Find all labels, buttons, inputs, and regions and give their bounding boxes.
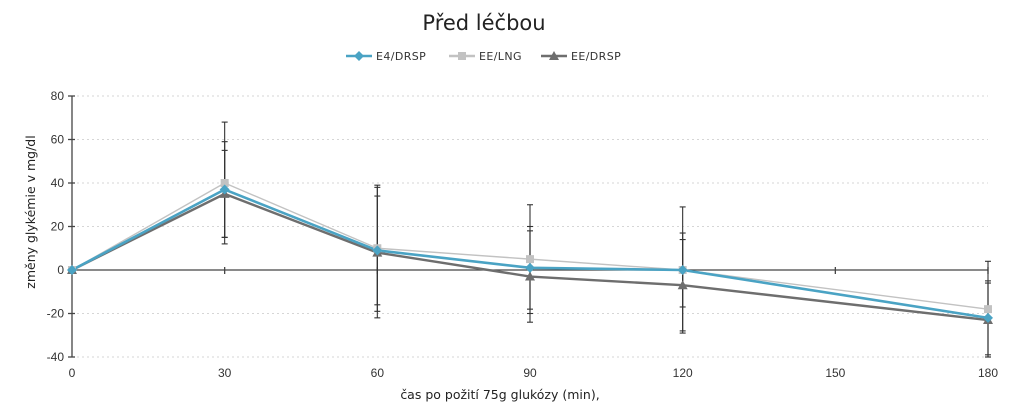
- data-point-e4-drsp: [372, 245, 383, 256]
- data-point-ee-drsp: [525, 271, 535, 281]
- y-tick-label: 20: [51, 220, 65, 234]
- series-lines: [71, 182, 989, 322]
- series-markers: [67, 179, 993, 325]
- y-tick-label: -20: [47, 307, 65, 321]
- data-point-ee-lng: [220, 179, 229, 187]
- x-tick-label: 150: [825, 366, 845, 380]
- y-tick-label: 40: [51, 176, 65, 190]
- legend-item: EE/DRSP: [541, 50, 621, 63]
- x-tick-label: 90: [523, 366, 537, 380]
- series-line-ee-drsp: [71, 192, 989, 322]
- y-tick-label: 80: [51, 89, 65, 103]
- data-point-ee-drsp: [677, 280, 688, 290]
- chart-title: Před léčbou: [422, 11, 545, 35]
- data-point-ee-lng: [526, 255, 534, 264]
- legend-label: EE/DRSP: [571, 50, 621, 63]
- data-point-e4-drsp: [983, 312, 993, 323]
- data-point-e4-drsp: [525, 262, 535, 273]
- x-axis-label: čas po požití 75g glukózy (min),: [400, 387, 599, 402]
- y-tick-label: 0: [57, 263, 64, 277]
- x-tick-label: 120: [673, 366, 693, 380]
- y-axis-label: změny glykémie v mg/dl: [23, 135, 38, 288]
- legend-label: EE/LNG: [479, 50, 522, 63]
- x-tick-label: 30: [218, 366, 232, 380]
- legend-swatch-marker: [354, 51, 364, 61]
- legend-label: E4/DRSP: [376, 50, 426, 63]
- x-tick-label: 60: [371, 366, 385, 380]
- x-tick-label: 180: [978, 366, 998, 380]
- tick-labels: -40 -20 0 20 40 60 80 0 30 60 90 120 150 180: [47, 89, 999, 380]
- data-point-e4-drsp: [677, 265, 688, 275]
- legend-item: EE/LNG: [449, 50, 522, 63]
- y-tick-label: 60: [51, 133, 65, 147]
- data-point-ee-lng: [984, 305, 992, 314]
- legend-swatch-marker: [549, 51, 559, 60]
- data-point-e4-drsp: [219, 184, 230, 195]
- data-point-e4-drsp: [67, 265, 77, 275]
- legend-swatch-marker: [458, 52, 466, 60]
- series-line-ee-lng: [71, 182, 989, 310]
- error-bars: [221, 121, 991, 358]
- legend: E4/DRSP EE/LNG EE/DRSP: [346, 50, 621, 63]
- series-line-e4-drsp: [71, 188, 989, 320]
- y-tick-label: -40: [47, 350, 65, 364]
- legend-item: E4/DRSP: [346, 50, 426, 63]
- x-tick-label: 0: [69, 366, 76, 380]
